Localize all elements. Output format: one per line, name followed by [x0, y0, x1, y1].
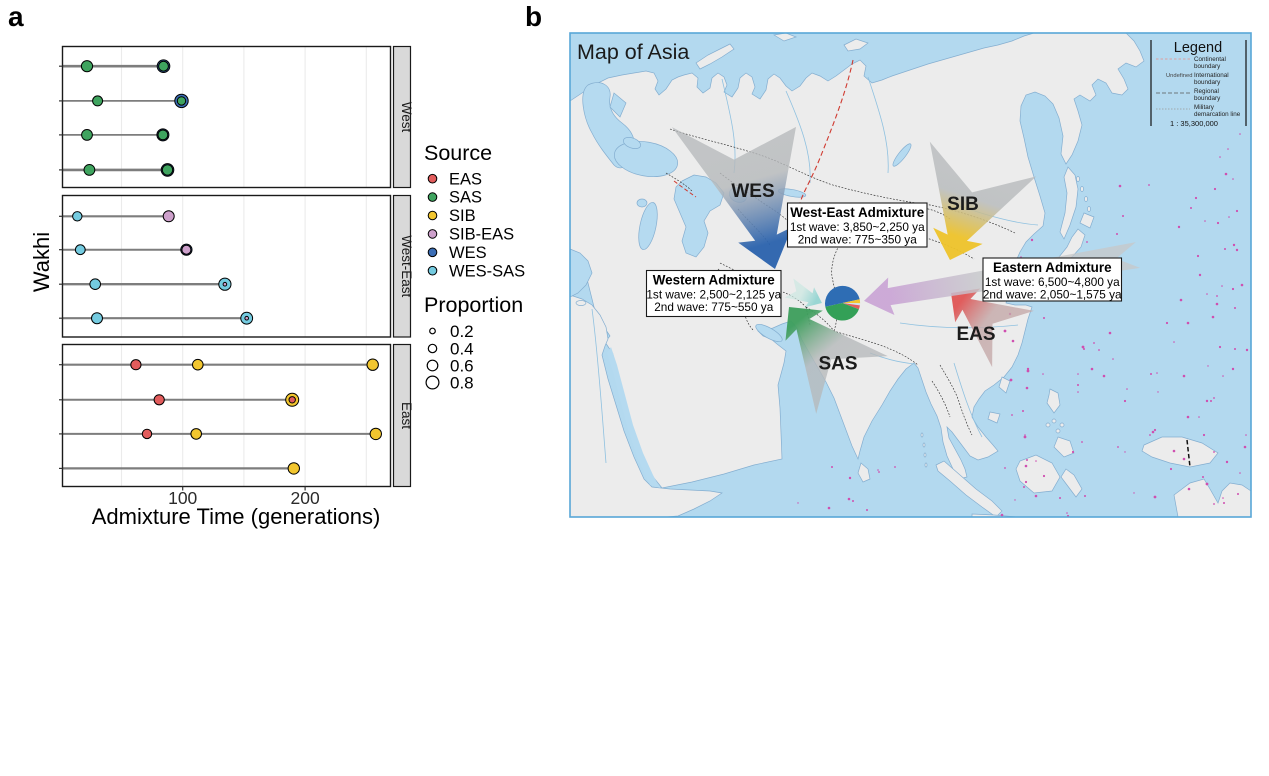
svg-text:boundary: boundary — [1194, 95, 1221, 102]
svg-text:Proportion: Proportion — [424, 293, 523, 317]
svg-text:Continental: Continental — [1194, 56, 1226, 63]
svg-text:SIB: SIB — [947, 194, 979, 215]
svg-text:1st wave: 3,850~2,250 ya: 1st wave: 3,850~2,250 ya — [790, 220, 925, 234]
svg-text:boundary: boundary — [1194, 79, 1221, 86]
svg-text:International: International — [1194, 72, 1229, 79]
svg-text:100: 100 — [168, 488, 197, 508]
svg-text:0.6: 0.6 — [450, 357, 474, 376]
svg-text:SIB-EAS: SIB-EAS — [449, 226, 514, 244]
svg-text:SAS: SAS — [818, 354, 857, 375]
svg-text:200: 200 — [290, 488, 319, 508]
svg-text:a: a — [8, 1, 24, 32]
svg-text:0.4: 0.4 — [450, 340, 474, 359]
svg-text:East: East — [399, 402, 414, 429]
svg-text:Legend: Legend — [1174, 40, 1222, 56]
svg-text:Military: Military — [1194, 104, 1215, 111]
svg-text:Wakhi: Wakhi — [29, 232, 54, 292]
svg-text:Regional: Regional — [1194, 88, 1219, 95]
svg-text:boundary: boundary — [1194, 63, 1221, 70]
svg-text:Western Admixture: Western Admixture — [653, 273, 775, 288]
svg-text:2nd wave: 775~550 ya: 2nd wave: 775~550 ya — [654, 300, 773, 314]
svg-text:SIB: SIB — [449, 207, 476, 225]
svg-text:WES: WES — [731, 181, 774, 202]
svg-text:2nd wave: 775~350 ya: 2nd wave: 775~350 ya — [798, 233, 917, 247]
svg-text:0.2: 0.2 — [450, 322, 474, 341]
svg-text:1st wave: 6,500~4,800 ya: 1st wave: 6,500~4,800 ya — [985, 275, 1120, 289]
svg-text:Undefined: Undefined — [1166, 73, 1192, 79]
svg-text:b: b — [525, 1, 542, 32]
svg-text:Source: Source — [424, 141, 492, 165]
svg-text:EAS: EAS — [449, 170, 482, 188]
svg-text:Eastern Admixture: Eastern Admixture — [993, 260, 1112, 275]
svg-text:West: West — [399, 102, 414, 133]
svg-text:demarcation line: demarcation line — [1194, 111, 1241, 118]
svg-text:2nd wave: 2,050~1,575 ya: 2nd wave: 2,050~1,575 ya — [983, 288, 1122, 302]
svg-text:West-East Admixture: West-East Admixture — [790, 205, 924, 220]
svg-text:1st wave: 2,500~2,125 ya: 1st wave: 2,500~2,125 ya — [646, 287, 781, 301]
svg-text:Map of Asia: Map of Asia — [577, 40, 689, 64]
svg-text:EAS: EAS — [956, 324, 995, 345]
svg-text:WES: WES — [449, 244, 487, 262]
svg-text:West-East: West-East — [399, 235, 414, 297]
svg-text:1 : 35,300,000: 1 : 35,300,000 — [1170, 119, 1218, 128]
svg-text:Admixture Time (generations): Admixture Time (generations) — [92, 504, 381, 529]
svg-text:SAS: SAS — [449, 189, 482, 207]
svg-text:WES-SAS: WES-SAS — [449, 262, 525, 280]
svg-text:0.8: 0.8 — [450, 374, 474, 393]
